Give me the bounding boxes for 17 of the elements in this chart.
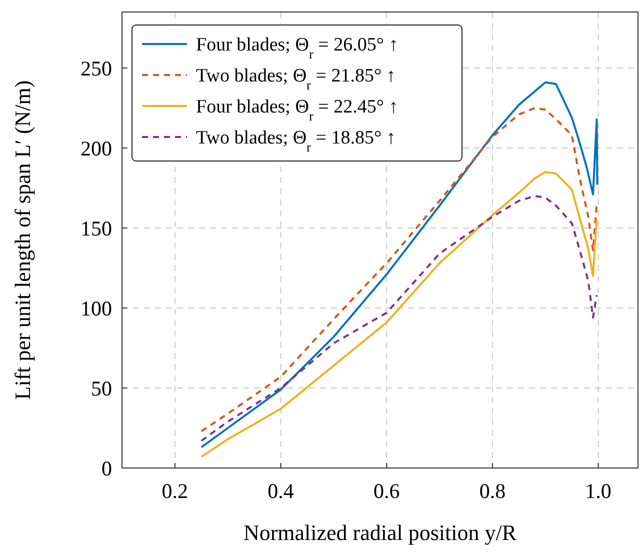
x-axis-title: Normalized radial position y/R: [243, 520, 517, 545]
x-tick-label: 0.2: [162, 479, 188, 503]
y-tick-label: 200: [80, 136, 112, 160]
x-tick-label: 0.6: [373, 479, 400, 503]
y-tick-label: 150: [80, 216, 112, 240]
y-tick-label: 0: [102, 456, 112, 480]
x-tick-label: 1.0: [585, 479, 612, 503]
legend-label: Two blades; Θ$_{r}$ = 18.85° ↑: [196, 128, 396, 154]
legend-label: Two blades; Θ$_{r}$ = 21.85° ↑: [196, 66, 396, 92]
legend-label: Four blades; Θ$_{r}$ = 26.05° ↑: [196, 34, 398, 62]
legend-label: Four blades; Θ$_{r}$ = 22.45° ↑: [196, 96, 398, 124]
x-tick-label: 0.8: [479, 479, 506, 503]
x-tick-label: 0.4: [268, 479, 294, 503]
y-tick-label: 50: [91, 376, 112, 400]
y-tick-label: 250: [80, 56, 112, 80]
y-axis-title: Lift per unit length of span L′ (N/m): [10, 80, 35, 400]
y-tick-label: 100: [80, 296, 112, 320]
